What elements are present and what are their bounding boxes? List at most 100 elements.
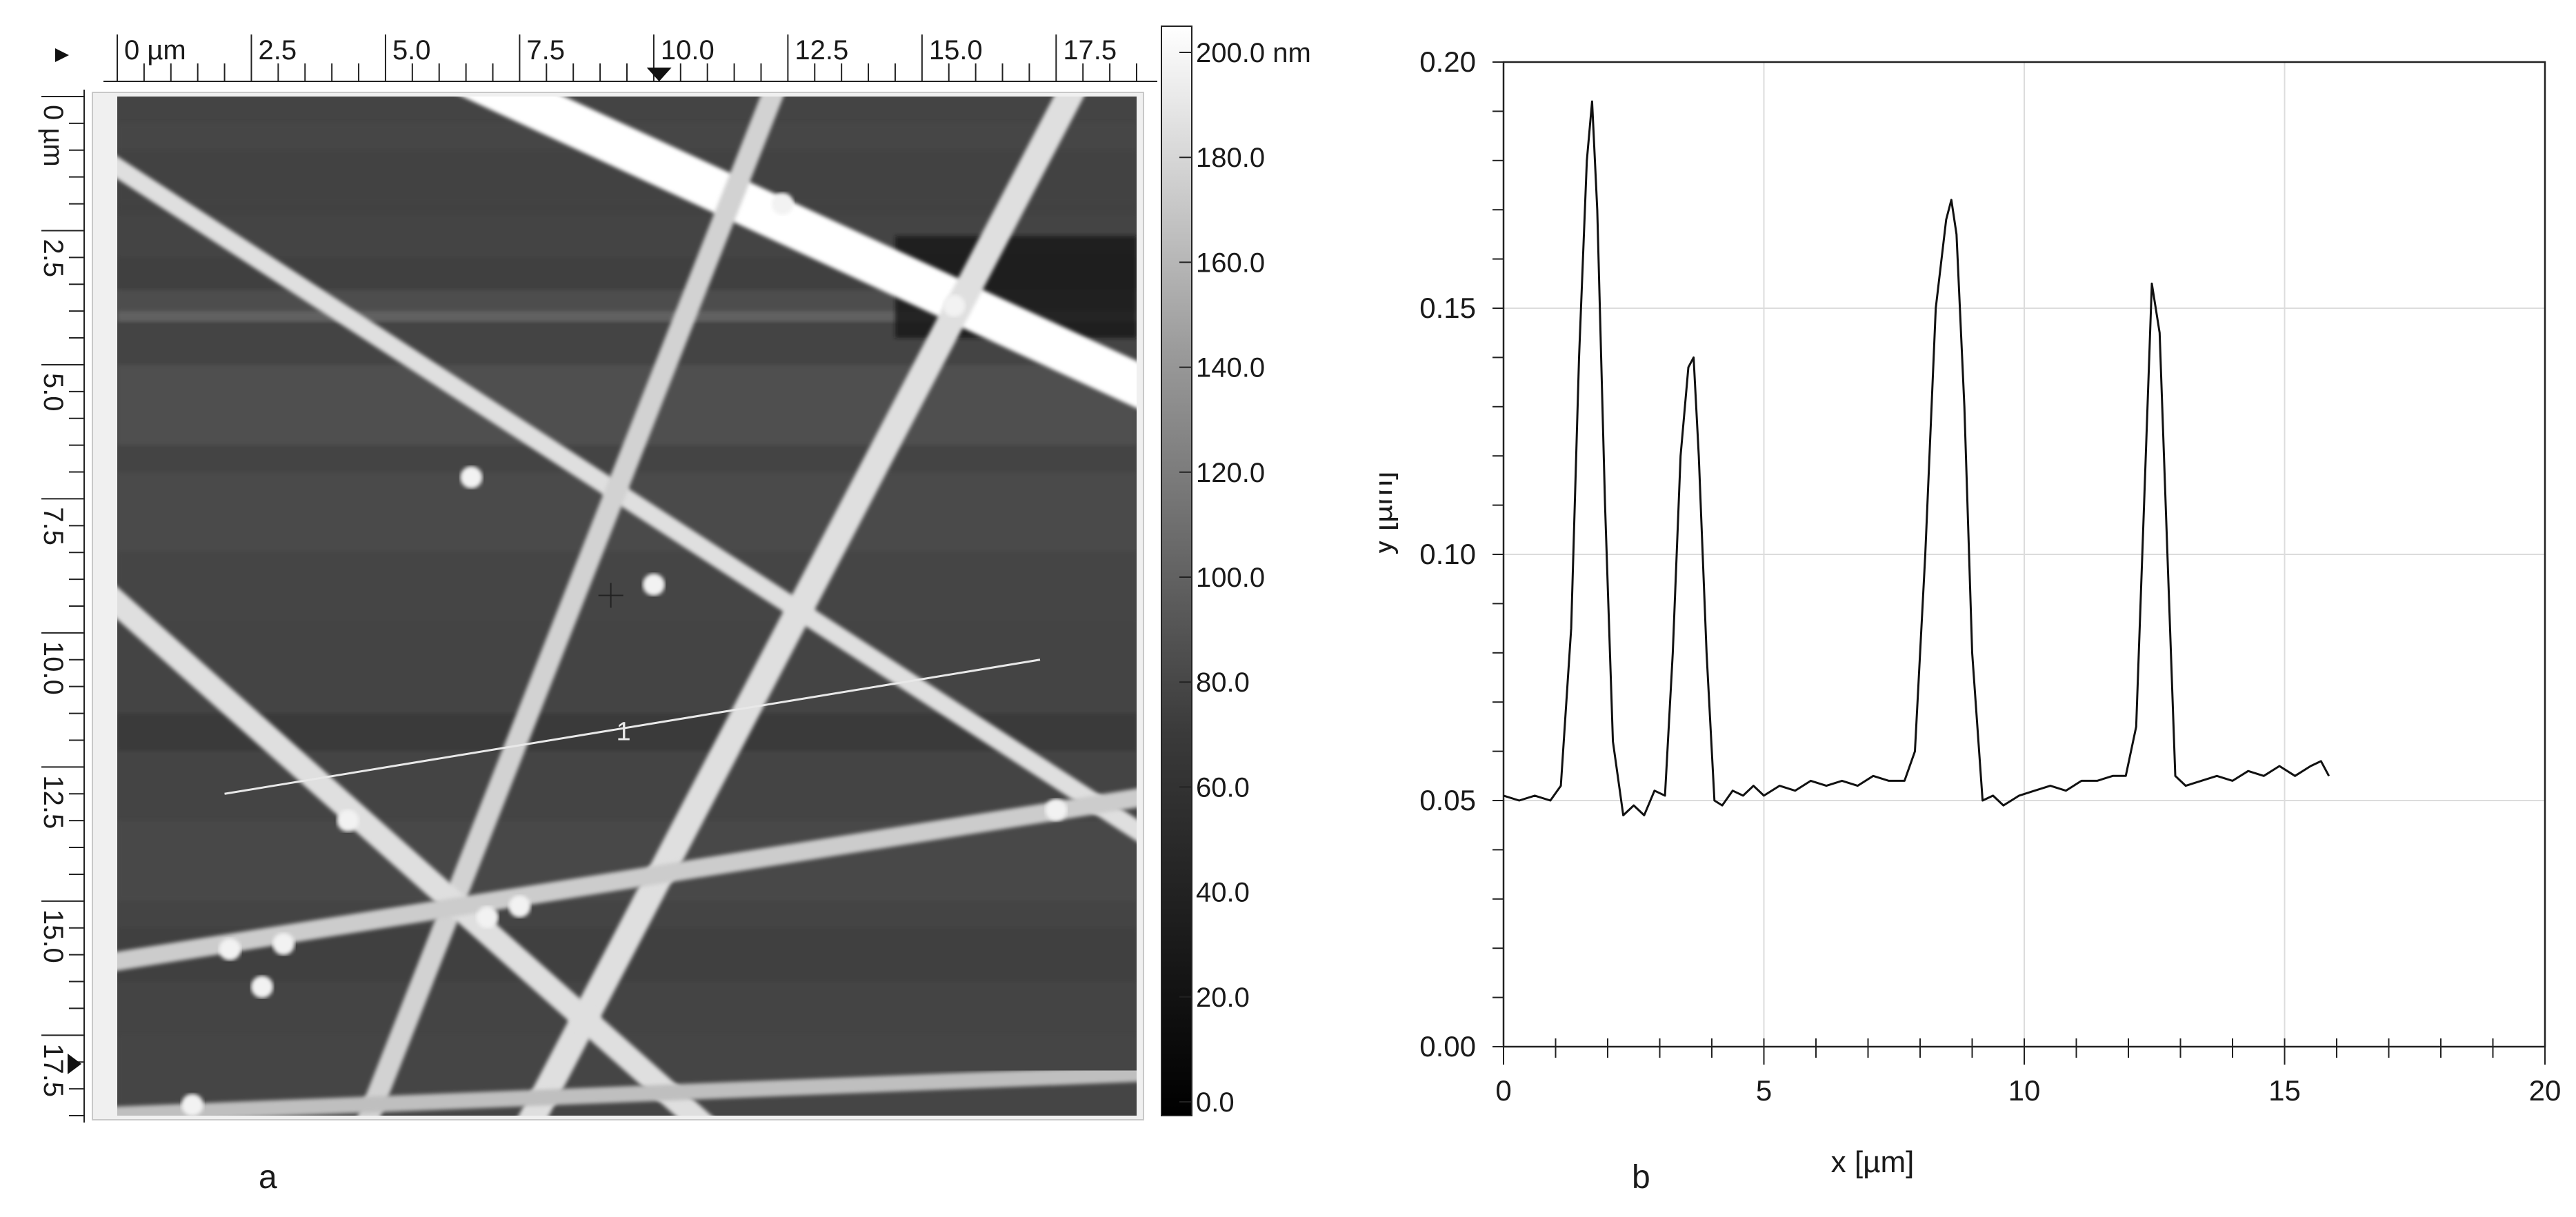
x-ruler-tick-label: 10.0 xyxy=(661,35,715,66)
profile-series-line xyxy=(1503,100,2330,816)
afm-image: 1 xyxy=(117,97,1137,1116)
nanofiber xyxy=(117,1065,1137,1116)
y-axis-label: y [µm] xyxy=(1379,472,1399,555)
colorbar-tick-label: 20.0 xyxy=(1196,983,1250,1013)
profile-data-point xyxy=(2151,283,2153,284)
y-ruler-tick-label: 10.0 xyxy=(38,641,68,695)
x-ruler-tick-label: 12.5 xyxy=(795,35,848,66)
colorbar-tick-label: 200.0 nm xyxy=(1196,38,1311,68)
profile-data-point xyxy=(1742,795,1744,796)
x-tick-label: 5 xyxy=(1756,1074,1772,1107)
colorbar-tick-label: 180.0 xyxy=(1196,143,1265,173)
profile-data-point xyxy=(1972,652,1973,654)
height-colorbar: 200.0 nm 180.0 160.0 140.0 120.0 100.0 80.0 60.… xyxy=(1161,26,1311,1118)
profile-line xyxy=(224,658,1041,795)
x-ruler-tick-label: 5.0 xyxy=(392,35,431,66)
y-tick-label: 0.00 xyxy=(1419,1030,1476,1063)
ruler-arrow-icon xyxy=(68,1054,81,1074)
profile-data-point xyxy=(1857,785,1858,787)
profile-data-point xyxy=(1654,790,1655,792)
profile-data-point xyxy=(1935,308,1937,309)
colorbar-tick-label: 120.0 xyxy=(1196,458,1265,488)
profile-data-point xyxy=(1721,805,1723,806)
colorbar-tick-label: 40.0 xyxy=(1196,878,1250,908)
profile-data-point xyxy=(1688,367,1689,368)
fiber-junction xyxy=(272,933,295,956)
y-ruler-tick-label: 7.5 xyxy=(38,507,68,545)
profile-data-point xyxy=(1586,160,1588,161)
x-ruler-tick-label: 17.5 xyxy=(1063,35,1117,66)
profile-data-point xyxy=(1623,814,1624,816)
profile-data-point xyxy=(2167,554,2168,555)
fiber-junction xyxy=(1045,798,1068,821)
profile-data-point xyxy=(1633,805,1635,806)
afm-height-image-panel: 1 0 µm 2.5 5.0 7.5 10.0 12.5 15.0 17.5 0 µm 2.5 5… xyxy=(38,26,1311,1123)
fiber-junction xyxy=(771,192,794,215)
panel-label-b: b xyxy=(1632,1159,1650,1196)
x-tick-label: 10 xyxy=(2008,1074,2041,1107)
y-ruler-tick-label: 15.0 xyxy=(38,909,68,963)
x-tick-label: 20 xyxy=(2529,1074,2562,1107)
y-ruler-tick-label: 0 µm xyxy=(38,105,68,167)
panel-label-a: a xyxy=(259,1159,277,1196)
nanofiber xyxy=(357,97,783,1116)
nanofiber xyxy=(117,156,1137,842)
chart-series xyxy=(1503,100,2330,816)
fiber-junction xyxy=(460,466,483,489)
y-tick-label: 0.20 xyxy=(1419,46,1476,78)
fiber-junction xyxy=(476,906,499,929)
profile-data-point xyxy=(2159,332,2160,334)
fiber-junction xyxy=(251,976,274,998)
cursor-marker-icon xyxy=(646,68,672,81)
profile-data-point xyxy=(1925,554,1926,555)
fiber-junction xyxy=(943,294,966,317)
ruler-arrow-icon xyxy=(55,48,69,62)
nanofiber xyxy=(117,788,1137,971)
x-ruler-tick-label: 15.0 xyxy=(929,35,983,66)
background-band xyxy=(117,552,1137,623)
profile-data-point xyxy=(2135,726,2137,727)
colorbar-tick-label: 100.0 xyxy=(1196,563,1265,593)
x-tick-label: 15 xyxy=(2268,1074,2301,1107)
profile-data-point xyxy=(1753,785,1754,787)
x-ruler-tick-label: 2.5 xyxy=(258,35,297,66)
fiber-junction xyxy=(508,895,531,918)
profile-data-point xyxy=(1964,406,1965,408)
profile-line-label: 1 xyxy=(616,717,630,746)
y-ruler-tick-label: 5.0 xyxy=(38,373,68,412)
profile-data-point xyxy=(1664,795,1666,796)
x-axis-label: x [µm] xyxy=(1831,1145,1915,1179)
profile-data-point xyxy=(1693,356,1695,358)
x-ruler-tick-label: 0 µm xyxy=(124,35,186,66)
colorbar-tick-label: 80.0 xyxy=(1196,667,1250,698)
fiber-junction xyxy=(181,1094,203,1116)
profile-data-point xyxy=(1706,652,1707,654)
x-ruler: 0 µm 2.5 5.0 7.5 10.0 12.5 15.0 17.5 xyxy=(55,34,1157,82)
nanofiber xyxy=(518,97,1084,1116)
profile-data-point xyxy=(1570,627,1572,629)
colorbar-tick-label: 160.0 xyxy=(1196,248,1265,278)
y-ruler-tick-label: 17.5 xyxy=(38,1043,68,1097)
y-tick-label: 0.05 xyxy=(1419,784,1476,816)
fiber-junction xyxy=(219,938,241,960)
profile-line-chart: 0 5 10 15 20 0.00 0.05 0.10 0.15 0.20 x [µm] y [µm] xyxy=(1379,46,2561,1179)
profile-data-point xyxy=(2310,765,2311,767)
chart-axes: 0 5 10 15 20 0.00 0.05 0.10 0.15 0.20 x [µm] y [µm] xyxy=(1379,46,2561,1179)
nanofiber xyxy=(462,97,1137,408)
colorbar-gradient xyxy=(1161,26,1192,1116)
nanofiber xyxy=(117,587,712,1116)
x-ruler-tick-label: 7.5 xyxy=(526,35,565,66)
profile-data-point xyxy=(1950,199,1952,201)
fiber-junction xyxy=(642,573,665,596)
colorbar-tick-label: 0.0 xyxy=(1196,1087,1235,1118)
x-tick-label: 0 xyxy=(1495,1074,1511,1107)
y-ruler-tick-label: 12.5 xyxy=(38,775,68,829)
y-tick-label: 0.15 xyxy=(1419,292,1476,324)
profile-data-point xyxy=(1826,785,1827,787)
y-ruler-tick-label: 2.5 xyxy=(38,239,68,277)
fiber-junction xyxy=(337,809,359,832)
y-ruler: 0 µm 2.5 5.0 7.5 10.0 12.5 15.0 17.5 xyxy=(38,90,85,1123)
profile-data-point xyxy=(2003,805,2004,806)
colorbar-tick-label: 60.0 xyxy=(1196,772,1250,803)
